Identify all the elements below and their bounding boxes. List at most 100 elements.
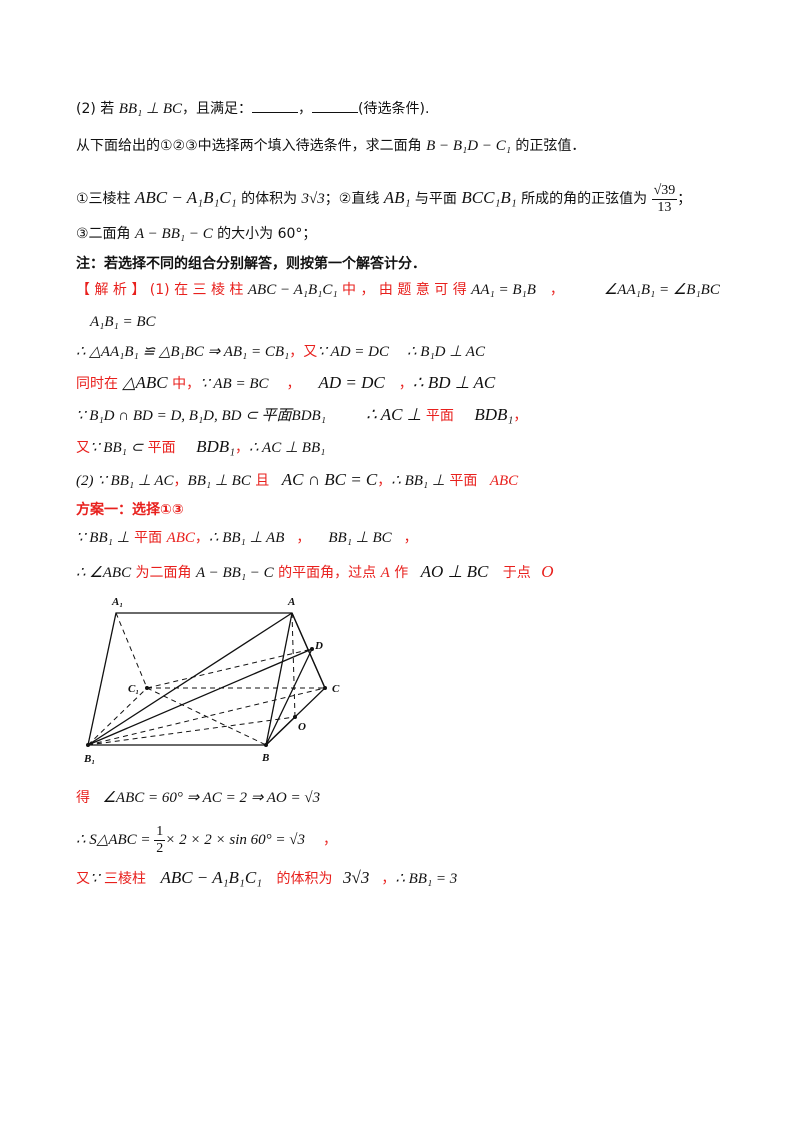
text: ，	[549, 282, 564, 298]
math: AC ∩ BC = C	[281, 470, 378, 489]
label-b1: B₁	[83, 753, 95, 765]
text: ；②直线	[324, 191, 384, 207]
math: ABC − A₁B₁C₁	[160, 868, 263, 887]
math: ∴ BB₁ ⊥	[391, 473, 445, 489]
analysis-line: ∴ △AA₁B₁ ≌ △B₁BC ⇒ AB₁ = CB₁，又∵ AD = DC ∴…	[76, 342, 485, 362]
math: A	[380, 565, 390, 581]
label-a1: A₁	[111, 596, 123, 608]
math: 3√3	[342, 868, 370, 887]
text: ，	[173, 473, 188, 489]
point-c	[323, 686, 327, 690]
text: 【 解 析 】 (1) 在 三 棱 柱	[76, 282, 248, 298]
edge-b1-o	[87, 716, 296, 746]
note-line: 注：若选择不同的组合分别解答，则按第一个解答计分．	[76, 256, 426, 272]
figure-hidden-edges	[87, 612, 326, 746]
option-3-line: ③二面角 A − BB₁ − C 的大小为 60°；	[76, 224, 316, 244]
text: 从下面给出的①②③中选择两个填入待选条件，求二面角	[76, 138, 427, 154]
text: ，	[513, 408, 528, 424]
point-b	[264, 743, 268, 747]
text: ，	[403, 530, 418, 546]
text: 与平面	[410, 191, 462, 207]
point-o	[293, 715, 297, 719]
plan-line: ∴ ∠ABC 为二面角 A − BB₁ − C 的平面角，过点 A 作 AO ⊥…	[76, 562, 554, 583]
text: 的大小为 60°；	[212, 226, 317, 242]
math: ∴ ∠ABC	[76, 565, 132, 581]
edge-o-b	[265, 716, 296, 746]
analysis-line: 同时在 △ABC 中，∵ AB = BC， AD = DC ，∴ BD ⊥ AC	[76, 373, 495, 394]
math: ABC	[489, 473, 519, 489]
math: BDB₁	[474, 405, 514, 424]
text: 平面	[143, 440, 181, 456]
analysis-line: (2) ∵ BB₁ ⊥ AC，BB₁ ⊥ BC 且 AC ∩ BC = C，∴ …	[76, 470, 518, 491]
math: BB₁ ⊥ BC	[187, 473, 251, 489]
math: ∵ B₁D ∩ BD = D, B₁D, BD ⊂ 平面BDB₁	[76, 408, 326, 424]
math: BDB₁	[196, 437, 236, 456]
text: ，	[296, 530, 311, 546]
edge-a-b	[265, 612, 293, 746]
text: ，	[286, 376, 301, 392]
point-c1	[145, 686, 149, 690]
text: ，	[381, 871, 396, 887]
prism-figure: A₁ A D C₁ C O B₁ B	[83, 596, 340, 765]
math: BB₁ ⊥ BC	[118, 101, 183, 117]
math: ∴ BB₁ ⊥ AB	[208, 530, 285, 546]
math: O	[541, 562, 554, 581]
math: B − B₁D − C₁	[426, 138, 511, 154]
math: ∴ BD ⊥ AC	[412, 373, 496, 392]
prism-outline	[87, 612, 326, 746]
text: 中 ， 由 题 意 可 得	[337, 282, 472, 298]
blank-2[interactable]	[312, 98, 359, 113]
edge-a1-c1	[115, 612, 148, 689]
plan-line: 得 ∠ABC = 60° ⇒ AC = 2 ⇒ AO = √3	[76, 788, 320, 808]
text: 的正弦值．	[510, 138, 586, 154]
math: AD = DC	[318, 373, 385, 392]
point-b1	[86, 743, 90, 747]
text: ，	[323, 832, 338, 848]
denominator: 13	[657, 199, 672, 215]
math: BB₁ ⊥ BC	[328, 530, 392, 546]
plan-heading: 方案一：选择①③	[76, 502, 184, 518]
label-d: D	[314, 640, 323, 652]
label-c1: C₁	[128, 683, 139, 695]
text: 作	[389, 565, 413, 581]
label-a: A	[287, 596, 295, 608]
text: ；	[677, 191, 692, 207]
analysis-line: 【 解 析 】 (1) 在 三 棱 柱 ABC − A₁B₁C₁ 中 ， 由 题…	[76, 280, 720, 300]
text: 又	[76, 871, 90, 887]
text: 且	[250, 473, 274, 489]
label-b: B	[261, 752, 269, 764]
text: ，	[377, 473, 392, 489]
text: ，又	[289, 344, 318, 360]
math: ∠ABC = 60° ⇒ AC = 2 ⇒ AO = √3	[102, 790, 321, 806]
text: 又	[76, 440, 90, 456]
math: (2) ∵ BB₁ ⊥ AC	[76, 473, 174, 489]
math: A − BB₁ − C	[135, 226, 213, 242]
math: AO ⊥ BC	[420, 562, 489, 581]
text: 得	[76, 790, 95, 806]
text: ，	[194, 530, 209, 546]
math: ∵ BB₁ ⊥	[76, 530, 130, 546]
text: 中，	[167, 376, 201, 392]
math: ∴ AC ⊥	[365, 405, 422, 424]
numerator: 1	[154, 823, 166, 841]
text: 平面	[444, 473, 482, 489]
text: 三棱柱	[99, 871, 151, 887]
analysis-line: ∵ B₁D ∩ BD = D, B₁D, BD ⊂ 平面BDB₁ ∴ AC ⊥ 平…	[76, 405, 527, 426]
math: ∵ BB₁ ⊂	[90, 440, 144, 456]
math: ∴ S△ABC =	[76, 832, 155, 848]
denominator: 2	[156, 840, 164, 856]
analysis-line: 又∵ BB₁ ⊂ 平面 BDB₁，∴ AC ⊥ BB₁	[76, 437, 325, 458]
edge-c1-d	[146, 648, 313, 689]
text: 同时在	[76, 376, 123, 392]
text: ，	[298, 101, 313, 117]
edge-b1-a	[87, 612, 293, 746]
text: 的体积为	[236, 191, 302, 207]
plan-line: ∵ BB₁ ⊥ 平面 ABC，∴ BB₁ ⊥ AB， BB₁ ⊥ BC，	[76, 528, 418, 548]
text: ③二面角	[76, 226, 136, 242]
blank-1[interactable]	[252, 98, 299, 113]
text: 的体积为	[272, 871, 337, 887]
condition-line: (2) 若 BB₁ ⊥ BC，且满足： ， (待选条件).	[76, 98, 429, 119]
edge-b1-c1	[87, 687, 148, 746]
label-c: C	[332, 683, 340, 695]
text: 于点	[498, 565, 536, 581]
